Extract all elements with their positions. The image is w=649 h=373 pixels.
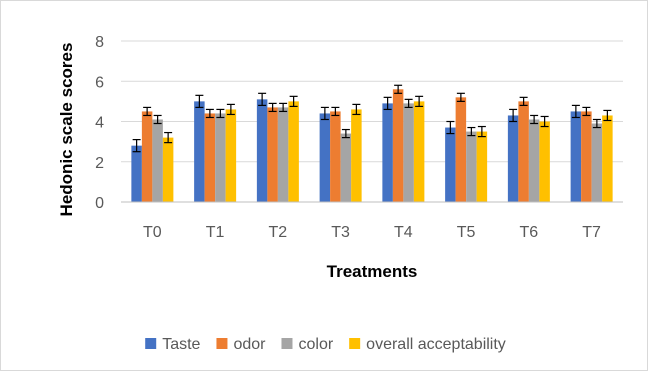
bar bbox=[288, 101, 299, 202]
legend-label: Taste bbox=[162, 336, 200, 353]
x-axis-title: Treatments bbox=[327, 262, 418, 281]
bar bbox=[403, 103, 414, 202]
bar bbox=[507, 115, 519, 202]
bar bbox=[528, 119, 540, 202]
x-tick-label: T2 bbox=[269, 224, 288, 241]
y-tick-label: 8 bbox=[95, 34, 104, 51]
bar bbox=[152, 119, 163, 202]
bar bbox=[225, 109, 237, 202]
x-tick-label: T3 bbox=[331, 224, 350, 241]
bar bbox=[141, 111, 153, 202]
x-tick-label: T5 bbox=[457, 224, 476, 241]
bar bbox=[539, 121, 550, 202]
bar bbox=[445, 127, 456, 202]
y-tick-label: 6 bbox=[95, 74, 104, 91]
x-tick-label: T4 bbox=[394, 224, 413, 241]
x-axis-ticks: T0 T1 T2 T3 T4 T5 T6 T7 bbox=[143, 224, 601, 241]
y-tick-label: 2 bbox=[95, 155, 104, 172]
y-axis-title: Hedonic scale scores bbox=[57, 43, 76, 217]
bar bbox=[570, 111, 582, 202]
x-tick-label: T6 bbox=[520, 224, 539, 241]
legend-swatch bbox=[281, 338, 293, 349]
y-axis-ticks: 0 2 4 6 8 bbox=[95, 34, 104, 212]
bar bbox=[392, 89, 404, 202]
bar bbox=[267, 107, 278, 202]
bar bbox=[204, 113, 216, 202]
bar bbox=[518, 101, 529, 202]
bar bbox=[351, 109, 362, 202]
legend-swatch bbox=[216, 338, 228, 349]
bar bbox=[455, 97, 467, 202]
bar bbox=[194, 101, 205, 202]
bar bbox=[215, 113, 226, 202]
error-bars bbox=[132, 84, 612, 153]
bar bbox=[162, 137, 174, 202]
bar bbox=[591, 123, 603, 202]
x-tick-label: T1 bbox=[206, 224, 225, 241]
bar bbox=[476, 131, 488, 202]
y-tick-label: 0 bbox=[95, 195, 104, 212]
legend-label: overall acceptability bbox=[366, 336, 506, 353]
bar bbox=[602, 115, 613, 202]
bar bbox=[256, 99, 268, 202]
bar bbox=[413, 101, 425, 202]
bar bbox=[319, 113, 331, 202]
x-tick-label: T0 bbox=[143, 224, 162, 241]
bar bbox=[466, 131, 477, 202]
y-tick-label: 4 bbox=[95, 115, 104, 132]
bar bbox=[581, 111, 592, 202]
bar bbox=[131, 145, 142, 202]
legend-swatch bbox=[145, 338, 157, 349]
legend-label: odor bbox=[233, 336, 266, 353]
bar bbox=[382, 103, 393, 202]
bar-series bbox=[131, 89, 613, 202]
x-tick-label: T7 bbox=[582, 224, 601, 241]
legend-swatch bbox=[349, 338, 361, 349]
bar bbox=[277, 107, 289, 202]
bar bbox=[330, 111, 341, 202]
bar bbox=[340, 133, 352, 202]
legend: Taste odor color overall acceptability bbox=[145, 336, 506, 353]
legend-label: color bbox=[298, 336, 333, 353]
